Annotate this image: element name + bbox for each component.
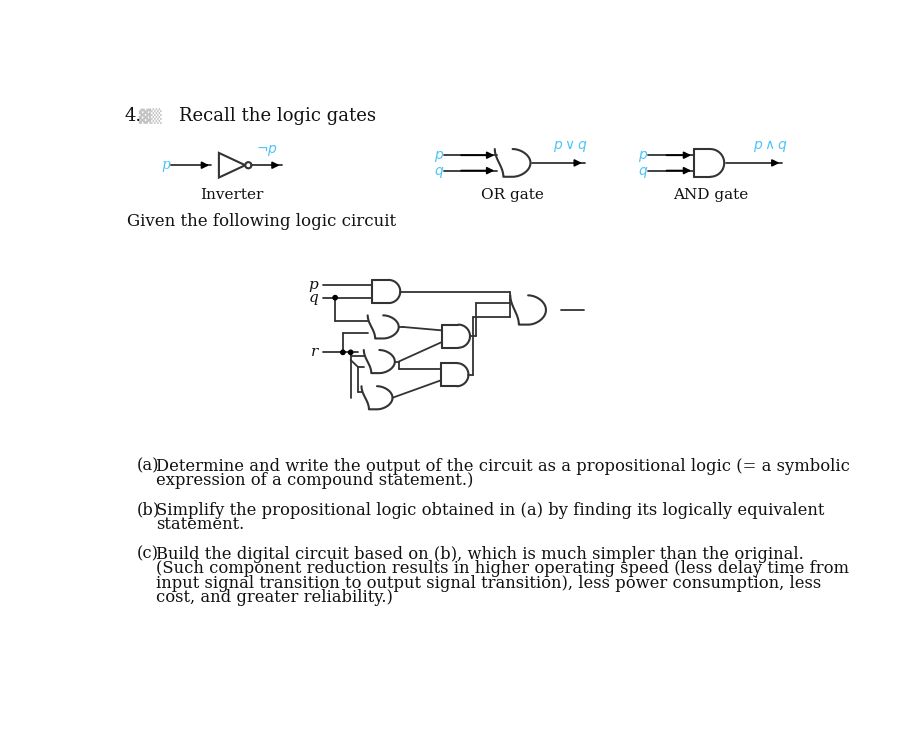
Polygon shape: [510, 295, 546, 325]
Circle shape: [245, 162, 252, 168]
Polygon shape: [442, 325, 470, 348]
Text: Build the digital circuit based on (b), which is much simpler than the original.: Build the digital circuit based on (b), …: [156, 545, 804, 562]
Polygon shape: [219, 153, 245, 177]
Text: r: r: [311, 346, 318, 359]
Polygon shape: [372, 280, 400, 303]
Circle shape: [349, 350, 353, 355]
Text: expression of a compound statement.): expression of a compound statement.): [156, 473, 473, 489]
Text: q: q: [434, 164, 443, 177]
Text: cost, and greater reliability.): cost, and greater reliability.): [156, 589, 393, 607]
Polygon shape: [364, 350, 395, 373]
Polygon shape: [495, 149, 530, 177]
Text: (b): (b): [137, 502, 160, 518]
Polygon shape: [440, 363, 469, 386]
Polygon shape: [368, 316, 399, 339]
Text: $p \vee q$: $p \vee q$: [553, 138, 588, 153]
Text: input signal transition to output signal transition), less power consumption, le: input signal transition to output signal…: [156, 575, 822, 592]
Text: Inverter: Inverter: [201, 188, 263, 202]
Text: Given the following logic circuit: Given the following logic circuit: [127, 213, 397, 230]
Circle shape: [333, 295, 337, 300]
Text: 4.: 4.: [124, 107, 142, 125]
Text: p: p: [162, 159, 170, 172]
Text: $\neg p$: $\neg p$: [256, 143, 278, 158]
Polygon shape: [361, 386, 392, 409]
Text: q: q: [309, 291, 318, 304]
Text: (Such component reduction results in higher operating speed (less delay time fro: (Such component reduction results in hig…: [156, 560, 849, 577]
Text: p: p: [638, 148, 646, 162]
Text: AND gate: AND gate: [673, 188, 748, 202]
Text: $p \wedge q$: $p \wedge q$: [754, 138, 788, 153]
Text: p: p: [309, 278, 318, 292]
Text: ▓▒: ▓▒: [138, 108, 162, 124]
Text: p: p: [434, 148, 443, 162]
Text: q: q: [638, 164, 646, 177]
Text: OR gate: OR gate: [481, 188, 544, 202]
Text: (c): (c): [137, 545, 159, 562]
Circle shape: [340, 350, 345, 355]
Text: Determine and write the output of the circuit as a propositional logic (= a symb: Determine and write the output of the ci…: [156, 458, 850, 475]
Text: Simplify the propositional logic obtained in (a) by finding its logically equiva: Simplify the propositional logic obtaine…: [156, 502, 824, 518]
Text: Recall the logic gates: Recall the logic gates: [180, 107, 377, 125]
Polygon shape: [694, 149, 725, 177]
Text: statement.: statement.: [156, 516, 244, 533]
Text: (a): (a): [137, 458, 159, 475]
